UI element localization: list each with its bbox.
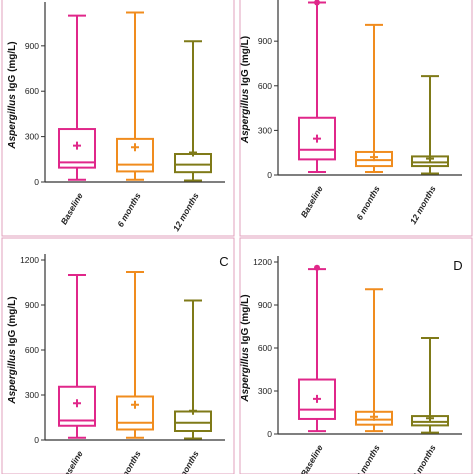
category-label: 6 months [115,191,143,229]
y-tick-label: 600 [25,86,39,96]
iqr-box [58,385,96,427]
y-tick-label: 300 [25,132,39,142]
iqr-box [355,410,393,426]
panel-frame [239,237,473,474]
y-axis-label-genus: Aspergillus [240,88,251,144]
y-axis-label-unit: IgG (mg/L) [7,296,18,349]
panel-letter: C [219,254,228,269]
box-baseline: Baseline [298,264,336,474]
y-tick-label: 900 [258,300,272,310]
y-axis-label: Aspergillus IgG (mg/L) [240,294,251,402]
iqr-box [298,116,336,161]
category-label: 12 months [408,443,438,474]
box-twelve_months: 12 months [408,336,449,474]
category-label: 12 months [171,191,201,233]
y-axis-label: Aspergillus IgG (mg/L) [7,296,18,404]
iqr-box [116,137,154,173]
y-axis-label-unit: IgG (mg/L) [240,36,251,89]
y-axis-label-genus: Aspergillus [240,347,251,403]
panel-frame [1,237,235,474]
panel-4: 0 300 600 900 1200 Aspergillus IgG (mg/L) D Bas… [239,237,473,474]
panel-3: 0 300 600 900 1200 Aspergillus IgG (mg/L) C Bas… [1,237,235,474]
category-label: Baseline [299,184,325,220]
y-axis-label-genus: Aspergillus [7,349,18,405]
box-twelve_months: 12 months [408,75,449,226]
box-six_months: 6 months [354,23,393,222]
mean-marker [370,412,378,421]
box-baseline: Baseline [58,14,96,227]
y-tick-label: 0 [267,429,272,439]
box-six_months: 6 months [115,271,154,474]
iqr-box [355,150,393,168]
category-label: 6 months [115,449,143,474]
mean-marker [426,414,434,423]
y-tick-label: 600 [258,81,272,91]
box-twelve_months: 12 months [171,299,212,474]
mean-marker [131,400,139,409]
panel-frame [1,0,235,237]
category-label: 6 months [354,443,382,474]
y-tick-label: 1200 [20,255,39,265]
y-tick-label: 0 [267,170,272,180]
box-twelve_months: 12 months [171,40,212,233]
box-six_months: 6 months [115,11,154,229]
panel-frame [239,0,473,237]
mean-marker [370,153,378,162]
mean-marker [189,406,197,415]
category-label: Baseline [59,191,85,227]
mean-marker [189,148,197,157]
iqr-box [174,153,212,174]
box-six_months: 6 months [354,288,393,474]
outlier-point [314,0,320,6]
y-axis-label-unit: IgG (mg/L) [240,294,251,347]
panel-letter: D [453,258,462,273]
mean-marker [131,143,139,152]
iqr-box [116,395,154,431]
y-axis-label: Aspergillus IgG (mg/L) [7,41,18,149]
y-tick-label: 900 [258,36,272,46]
y-axis-label: Aspergillus IgG (mg/L) [240,36,251,144]
y-axis-label-genus: Aspergillus [7,94,18,150]
mean-marker [73,399,81,408]
category-label: Baseline [299,443,325,474]
y-tick-label: 600 [25,345,39,355]
box-baseline: Baseline [58,274,96,474]
mean-marker [426,154,434,163]
y-tick-label: 300 [258,386,272,396]
y-tick-label: 300 [258,125,272,135]
box-baseline: Baseline [298,0,336,220]
y-tick-label: 900 [25,41,39,51]
y-tick-label: 0 [34,435,39,445]
category-label: 6 months [354,184,382,222]
y-tick-label: 900 [25,300,39,310]
outlier-point [314,264,320,271]
y-tick-label: 600 [258,343,272,353]
category-label: 12 months [408,184,438,226]
panel-2: 0 300 600 900 Aspergillus IgG (mg/L) Baseline… [239,0,473,237]
iqr-box [298,378,336,420]
mean-marker [313,134,321,143]
mean-marker [313,394,321,403]
iqr-box [58,128,96,169]
panel-1: 0 300 600 900 Aspergillus IgG (mg/L) Baseline… [1,0,235,237]
y-tick-label: 0 [34,177,39,187]
category-label: Baseline [59,449,85,474]
y-tick-label: 1200 [253,257,272,267]
category-label: 12 months [171,449,201,474]
y-axis-label-unit: IgG (mg/L) [7,41,18,94]
y-tick-label: 300 [25,390,39,400]
mean-marker [73,141,81,150]
